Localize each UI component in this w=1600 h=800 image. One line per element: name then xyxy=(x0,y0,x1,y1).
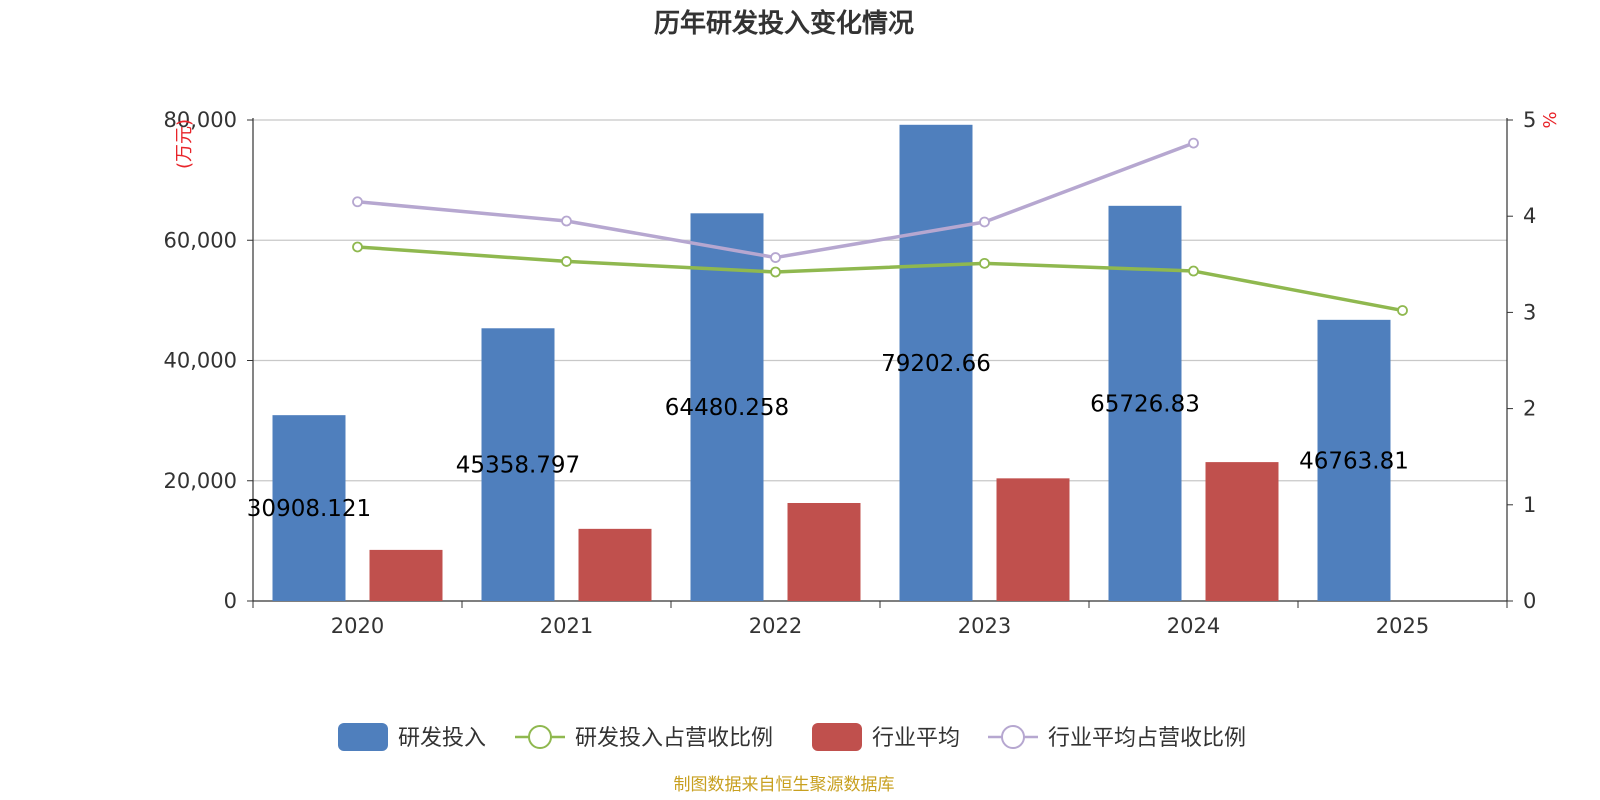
industry-ratio-point xyxy=(352,196,363,208)
rd-ratio-point xyxy=(979,257,990,269)
right-axis-tick-label: 5 xyxy=(1523,108,1536,132)
legend-item[interactable]: 行业平均占营收比例 xyxy=(988,725,1246,751)
industry-ratio-point xyxy=(770,252,781,263)
legend-label: 行业平均 xyxy=(872,726,960,751)
axes: 0 20,000 40,000 60,000 80,000 0 1 2 3 4 5 2020 2021 2… xyxy=(164,108,1537,638)
legend-item[interactable]: 研发投入占营收比例 xyxy=(515,725,773,751)
x-axis-tick-label: 2021 xyxy=(540,614,593,638)
rd-ratio-point xyxy=(1397,305,1408,316)
left-axis-tick-label: 80,000 xyxy=(164,108,237,132)
right-axis-tick-label: 1 xyxy=(1523,493,1536,517)
legend-label: 研发投入占营收比例 xyxy=(575,726,773,751)
right-axis-tick-label: 4 xyxy=(1523,204,1536,228)
left-axis-tick-label: 20,000 xyxy=(164,469,237,493)
rd-bar-2021 xyxy=(481,328,555,601)
x-axis-tick-label: 2024 xyxy=(1167,614,1220,638)
left-axis-tick-label: 0 xyxy=(224,589,237,613)
rd-bar-2025 xyxy=(1317,319,1391,601)
rd-bar-value-label: 46763.81 xyxy=(1299,448,1409,474)
legend-item[interactable]: 研发投入 xyxy=(338,723,486,751)
rd-bar-value-label: 79202.66 xyxy=(881,351,991,377)
x-axis-tick-label: 2020 xyxy=(331,614,384,638)
rd-ratio-line xyxy=(357,245,1403,313)
right-axis-tick-label: 0 xyxy=(1523,589,1536,613)
right-axis-tick-label: 2 xyxy=(1523,397,1536,421)
data-labels: 30908.121 45358.797 64480.258 79202.66 65726… xyxy=(247,351,1409,522)
industry-ratio-point xyxy=(561,215,572,227)
industry-bar-2021 xyxy=(578,528,652,601)
industry-bar-2023 xyxy=(996,478,1070,601)
legend-swatch-bar xyxy=(338,723,388,751)
x-axis-tick-label: 2022 xyxy=(749,614,802,638)
industry-bar-2024 xyxy=(1205,462,1279,601)
left-axis-tick-label: 40,000 xyxy=(164,349,237,373)
right-axis-tick-label: 3 xyxy=(1523,300,1536,324)
rd-bar-2023 xyxy=(899,124,973,601)
rd-bar-2022 xyxy=(690,213,764,602)
rd-bar-value-label: 45358.797 xyxy=(456,453,580,479)
legend-swatch-marker xyxy=(1001,725,1025,749)
lines xyxy=(352,137,1408,316)
industry-ratio-point xyxy=(1188,137,1199,149)
left-axis-unit: (万元) xyxy=(174,119,195,169)
rd-ratio-point xyxy=(352,241,363,253)
x-axis-tick-label: 2023 xyxy=(958,614,1011,638)
right-axis-unit: % xyxy=(1540,111,1561,128)
legend-swatch-bar xyxy=(812,723,862,751)
rd-bar-value-label: 64480.258 xyxy=(665,395,789,421)
rd-bar-value-label: 30908.121 xyxy=(247,496,371,522)
industry-ratio-point xyxy=(979,216,990,228)
legend[interactable]: 研发投入 研发投入占营收比例 行业平均 行业平均占营收比例 xyxy=(338,723,1246,751)
industry-bar-2022 xyxy=(787,502,861,601)
legend-label: 研发投入 xyxy=(398,726,486,751)
chart-title: 历年研发投入变化情况 xyxy=(654,8,914,39)
bars xyxy=(272,124,1391,602)
industry-bar-2020 xyxy=(369,549,443,601)
left-axis-tick-label: 60,000 xyxy=(164,228,237,252)
source-note: 制图数据来自恒生聚源数据库 xyxy=(674,775,895,795)
legend-swatch-marker xyxy=(528,725,552,749)
rd-ratio-point xyxy=(561,256,572,267)
rd-bar-2020 xyxy=(272,415,346,601)
rd-bar-value-label: 65726.83 xyxy=(1090,391,1200,417)
legend-label: 行业平均占营收比例 xyxy=(1048,726,1246,751)
rd-ratio-point xyxy=(1188,265,1199,277)
rd-ratio-point xyxy=(770,266,781,278)
legend-item[interactable]: 行业平均 xyxy=(812,723,960,751)
x-axis-tick-label: 2025 xyxy=(1376,614,1429,638)
